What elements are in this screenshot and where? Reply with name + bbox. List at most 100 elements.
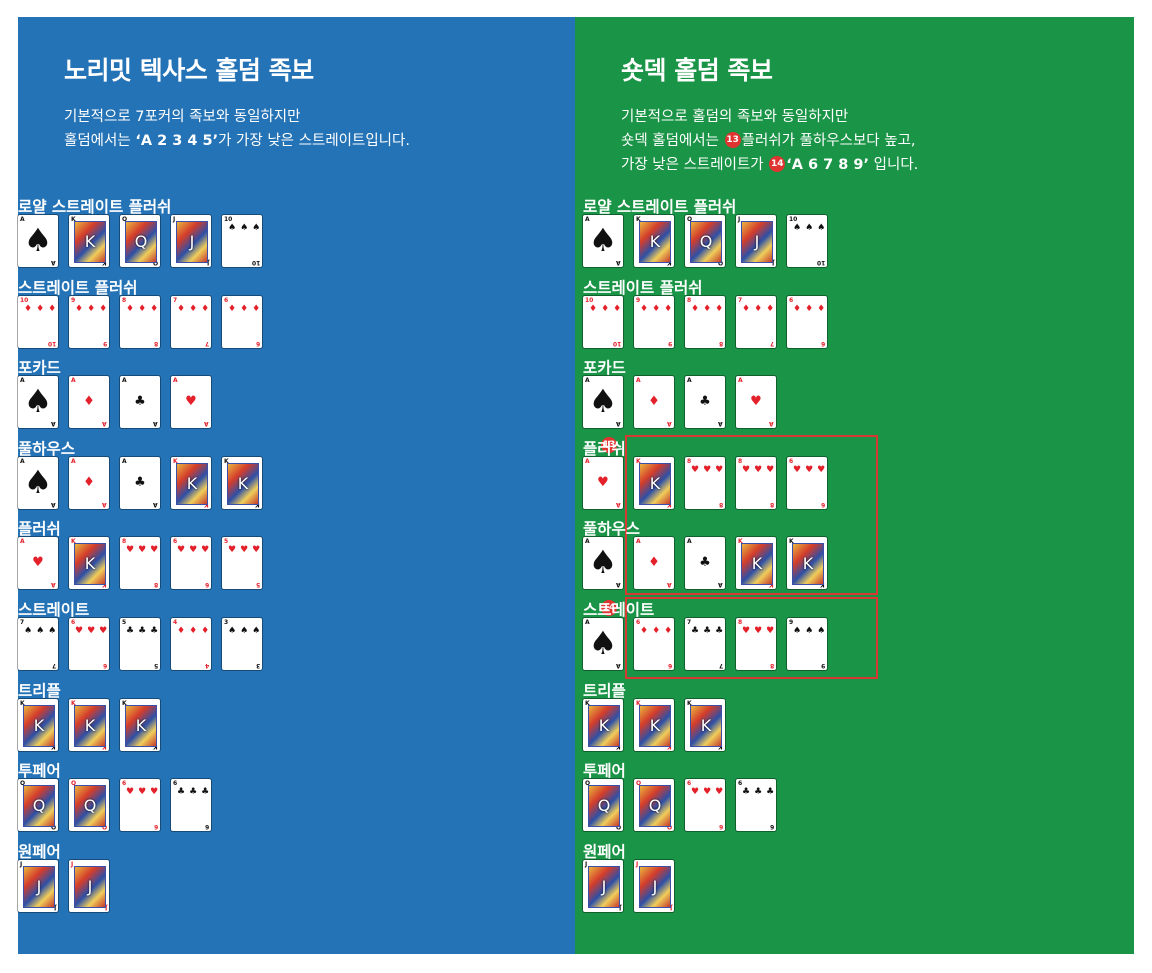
left-panel-no-limit-holdem: 노리밋 텍사스 홀덤 족보 기본적으로 7포커의 족보와 동일하지만 홀덤에서는… <box>18 17 575 954</box>
face-card-art: Q <box>23 785 55 828</box>
hand-label: 풀하우스 <box>583 520 641 539</box>
card-rank-corner: A <box>20 457 25 465</box>
face-card-rank: K <box>84 232 96 251</box>
hand-label: 풀하우스 <box>18 439 76 458</box>
card-rank-corner-bottom: 6 <box>102 662 107 669</box>
playing-card: KKK <box>120 698 160 751</box>
playing-card: 66♦♦♦♦♦♦ <box>634 618 674 670</box>
card-suit-pips: ♦♦♦♦♦♦♦ <box>177 303 211 314</box>
playing-card: KKK <box>171 456 211 509</box>
playing-card: QQQ <box>634 779 674 832</box>
card-rank-corner: A <box>122 457 127 465</box>
card-rank-corner: K <box>71 699 76 707</box>
face-card-rank: Q <box>134 232 148 251</box>
playing-card: 66♥♥♥♥♥♥ <box>685 779 725 832</box>
card-rank-corner: K <box>789 538 794 546</box>
playing-card: A A ♣ <box>685 376 725 429</box>
hand-label: 플러쉬 <box>583 439 626 458</box>
playing-card: KKK <box>634 698 674 751</box>
card-rank-corner: 6 <box>789 457 794 465</box>
playing-card: 3 3 ♠♠♠ <box>222 618 262 670</box>
card-suit-pips: ♥♥♥♥♥♥♥♥ <box>742 464 776 475</box>
card-rank-corner: 8 <box>687 296 692 304</box>
playing-card: 77♦♦♦♦♦♦♦ <box>171 295 211 348</box>
playing-card: JJJ <box>69 859 109 912</box>
card-suit-symbol: ♣ <box>134 474 146 490</box>
card-rank-corner-bottom: 8 <box>769 500 774 508</box>
face-card-rank: K <box>751 554 763 574</box>
card-suit-pips: ♣♣♣♣♣♣♣ <box>691 626 725 636</box>
card-rank-corner: A <box>636 538 641 546</box>
face-card-rank: Q <box>648 796 662 816</box>
face-card-art: K <box>741 543 773 586</box>
marker-13-badge: 13 <box>601 437 617 453</box>
card-suit-symbol: ♣ <box>699 394 711 410</box>
face-card-art: K <box>588 704 620 747</box>
card-suit-symbol: ♥ <box>185 394 197 410</box>
card-row: QQQQQQ66♥♥♥♥♥♥66♣♣♣♣♣♣ <box>583 779 883 833</box>
left-description: 기본적으로 7포커의 족보와 동일하지만 홀덤에서는 ‘A 2 3 4 5’가 … <box>64 105 410 153</box>
playing-card: 99♦♦♦♦♦♦♦♦♦ <box>69 295 109 348</box>
face-card-art: Q <box>125 221 157 263</box>
playing-card: QQQ <box>685 215 725 267</box>
hand-label: 포카드 <box>18 359 61 378</box>
left-desc-line2-post: 가 가장 낮은 스트레이트입니다. <box>218 133 410 149</box>
playing-card: KKK <box>69 215 109 267</box>
card-suit-pips: ♥♥♥♥♥♥ <box>793 464 827 475</box>
hand-label: 플러쉬 <box>18 520 61 539</box>
card-rank-corner: Q <box>122 216 128 223</box>
playing-card: 66♥♥♥♥♥♥ <box>171 537 211 590</box>
card-suit-symbol: ♠ <box>588 221 618 259</box>
card-row: JJJ JJJ <box>18 859 318 914</box>
left-desc-line2-pre: 홀덤에서는 <box>64 133 136 149</box>
card-suit-pips: ♦♦♦♦ <box>177 626 211 636</box>
card-suit-pips: ♥♥♥♥♥♥♥♥ <box>691 464 725 475</box>
face-card-rank: K <box>649 232 661 251</box>
playing-card: JJJ <box>18 859 58 912</box>
card-row: A A ♠ A A ♦ A A ♣ A A ♥ <box>18 376 318 430</box>
card-rank-corner-bottom: 6 <box>204 823 209 831</box>
card-rank-corner: J <box>585 860 588 868</box>
face-card-rank: K <box>84 715 96 735</box>
card-suit-pips: ♦♦♦♦♦♦♦♦♦ <box>640 303 674 314</box>
right-desc-line1: 기본적으로 홀덤의 족보와 동일하지만 <box>621 109 849 125</box>
playing-card: 44♦♦♦♦ <box>171 618 211 670</box>
card-suit-pips: ♣♣♣♣♣ <box>126 626 160 636</box>
card-suit-symbol: ♠ <box>588 382 618 421</box>
card-rank-corner: A <box>585 619 590 626</box>
card-row: QQQQQQ66♥♥♥♥♥♥66♣♣♣♣♣♣ <box>18 779 318 833</box>
face-card-rank: K <box>135 715 147 735</box>
card-rank-corner: 7 <box>173 296 178 304</box>
card-rank-corner: Q <box>71 780 77 788</box>
face-card-art: J <box>741 221 773 263</box>
card-rank-corner-bottom: 6 <box>255 339 260 347</box>
card-suit-pips: ♦♦♦♦♦♦♦♦ <box>691 303 725 314</box>
card-suit-pips: ♠♠♠♠♠♠♠♠♠ <box>793 626 827 636</box>
right-description: 기본적으로 홀덤의 족보와 동일하지만 숏덱 홀덤에서는 13 플러쉬가 풀하우스… <box>621 105 918 177</box>
playing-card: KKK <box>787 537 827 590</box>
playing-card: JJJ <box>736 215 776 267</box>
playing-card: JJJ <box>634 859 674 912</box>
playing-card: 66♦♦♦♦♦♦ <box>222 295 262 348</box>
card-rank-corner: K <box>636 699 641 707</box>
playing-card: 66♣♣♣♣♣♣ <box>171 779 211 832</box>
hand-label: 투페어 <box>18 762 61 781</box>
card-rank-corner: J <box>173 216 176 223</box>
face-card-rank: Q <box>32 796 46 816</box>
card-suit-pips: ♦♦♦♦♦♦♦♦♦♦ <box>24 303 58 314</box>
card-row: KKKKKKKKK <box>583 698 883 753</box>
card-rank-corner: K <box>173 457 178 465</box>
playing-card: 66♥♥♥♥♥♥ <box>787 456 827 509</box>
card-rank-corner: A <box>71 457 76 465</box>
playing-card: JJJ <box>171 215 211 267</box>
card-rank-corner-bottom: 5 <box>153 662 158 669</box>
card-rank-corner: J <box>738 216 741 223</box>
face-card-art: Q <box>588 785 620 828</box>
card-rank-corner: K <box>738 538 743 546</box>
card-rank-corner: K <box>20 699 25 707</box>
card-row: 1010♦♦♦♦♦♦♦♦♦♦99♦♦♦♦♦♦♦♦♦88♦♦♦♦♦♦♦♦77♦♦♦… <box>18 295 318 350</box>
playing-card: 77♠♠♠♠♠♠♠ <box>18 618 58 670</box>
